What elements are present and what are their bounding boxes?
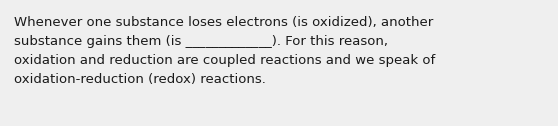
Text: Whenever one substance loses electrons (is oxidized), another
substance gains th: Whenever one substance loses electrons (… bbox=[14, 16, 435, 86]
